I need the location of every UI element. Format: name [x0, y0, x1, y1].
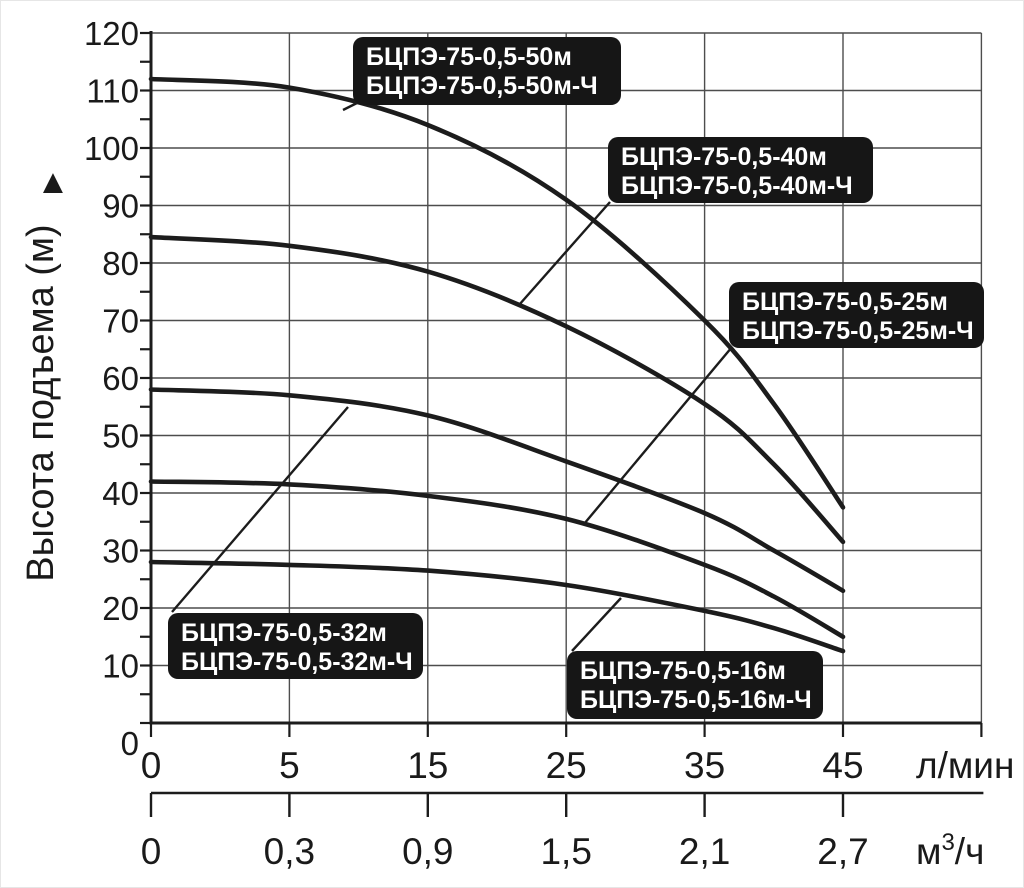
- label-box-text-40m: БЦПЭ-75-0,5-40м-Ч: [621, 172, 853, 200]
- y-tick-label: 10: [102, 648, 139, 685]
- label-box-text-50m: БЦПЭ-75-0,5-50м-Ч: [366, 72, 598, 100]
- pump-curves: [148, 76, 846, 654]
- label-box-text-32m: БЦПЭ-75-0,5-32м: [181, 619, 387, 647]
- y-axis-title: Высота подъема (м): [20, 224, 62, 581]
- x-tick-label-m3h: 1,5: [540, 831, 591, 872]
- x-tick-label-m3h: 0,3: [264, 831, 315, 872]
- curve-40m: [148, 234, 846, 545]
- y-tick-label: 0: [121, 725, 139, 762]
- label-box-text-16m: БЦПЭ-75-0,5-16м: [580, 657, 786, 685]
- curve-50m: [148, 76, 846, 510]
- y-tick-label: 20: [102, 590, 139, 627]
- x-tick-label-lmin: 5: [279, 745, 300, 786]
- label-box-text-16m: БЦПЭ-75-0,5-16м-Ч: [580, 686, 812, 714]
- label-box-50m: [353, 37, 621, 105]
- y-tick-label: 120: [84, 15, 139, 52]
- y-tick-label: 80: [102, 245, 139, 282]
- label-box-text-25m: БЦПЭ-75-0,5-25м-Ч: [742, 317, 974, 345]
- label-box-text-50m: БЦПЭ-75-0,5-50м: [366, 43, 572, 71]
- axis-tick-labels: 0 10 20 30 40 50 60 70 80 90 100 110 120 0 5 15 25 35 45 0 0…: [84, 15, 869, 872]
- label-leader-lines: [171, 101, 733, 652]
- y-tick-label: 30: [102, 533, 139, 570]
- label-box-25m: [729, 282, 984, 348]
- label-box-32m: [168, 613, 423, 679]
- leader-16m: [571, 597, 622, 652]
- x-tick-label-m3h: 0,9: [402, 831, 453, 872]
- y-tick-label: 70: [102, 303, 139, 340]
- x-tick-label-lmin: 0: [141, 745, 162, 786]
- y-tick-label: 100: [84, 130, 139, 167]
- x-tick-label-m3h: 2,7: [817, 831, 868, 872]
- leader-40m: [518, 201, 611, 306]
- label-box-text-25m: БЦПЭ-75-0,5-25м: [742, 288, 948, 316]
- leader-25m: [583, 346, 733, 525]
- label-box-text-32m: БЦПЭ-75-0,5-32м-Ч: [181, 648, 413, 676]
- curve-25m: [148, 479, 846, 640]
- y-tick-label: 110: [86, 73, 139, 110]
- leader-50m: [342, 101, 358, 112]
- y-tick-label: 90: [102, 188, 139, 225]
- axis-ticks: [140, 31, 983, 817]
- curve-32m: [148, 387, 846, 594]
- x-tick-label-lmin: 45: [822, 745, 863, 786]
- x-tick-label-lmin: 15: [407, 745, 448, 786]
- x-axis-unit-lmin: л/мин: [916, 745, 1014, 786]
- label-box-40m: [608, 137, 873, 203]
- y-axis-arrow-icon: ▲: [36, 163, 70, 201]
- x-tick-label-m3h: 0: [141, 831, 162, 872]
- leader-32m: [171, 406, 349, 613]
- x-tick-label-m3h: 2,1: [679, 831, 730, 872]
- label-box-16m: [567, 651, 823, 719]
- x-axis-unit-m3h: м3/ч: [916, 829, 984, 872]
- x-tick-label-lmin: 25: [546, 745, 587, 786]
- y-tick-label: 60: [102, 360, 139, 397]
- x-tick-label-lmin: 35: [684, 745, 725, 786]
- label-box-text-40m: БЦПЭ-75-0,5-40м: [621, 143, 827, 171]
- y-tick-label: 50: [102, 418, 139, 455]
- curve-16m: [148, 559, 846, 654]
- y-tick-label: 40: [102, 475, 139, 512]
